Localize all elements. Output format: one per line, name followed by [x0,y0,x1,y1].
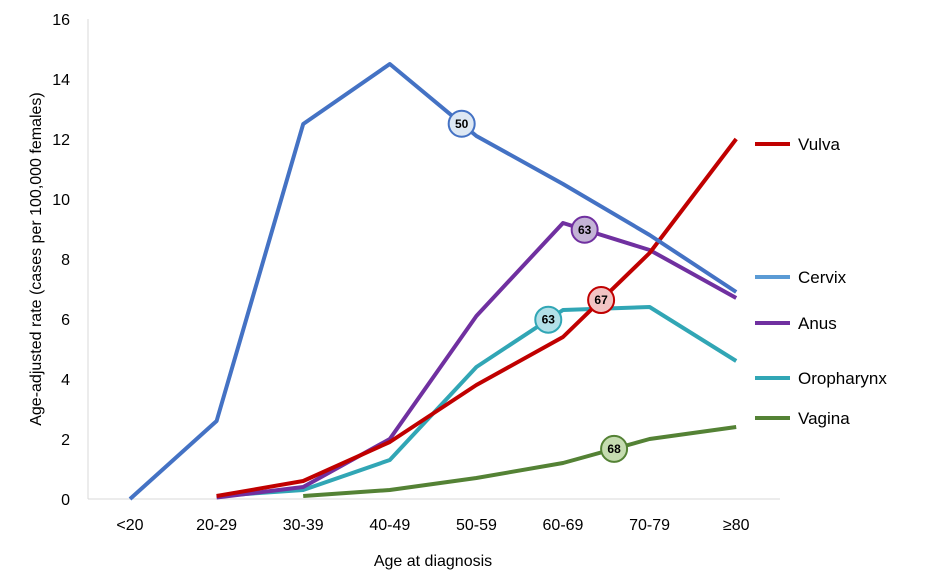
median-label: 63 [578,223,592,237]
median-marker [570,215,599,244]
y-tick-label: 16 [52,12,70,29]
series-line-vulva [216,137,738,498]
legend-label: Vagina [798,409,850,428]
legend-label: Vulva [798,135,840,154]
x-tick-label: 30-39 [283,517,324,534]
median-label: 68 [607,442,621,456]
series-line-vagina [303,425,737,498]
series-line-anus [216,221,738,500]
y-tick-label: 4 [61,372,70,389]
y-tick-label: 0 [61,492,70,509]
series-line-oropharynx [216,305,738,498]
legend-label: Oropharynx [798,369,887,388]
median-label: 67 [594,293,608,307]
y-axis-title: Age-adjusted rate (cases per 100,000 fem… [28,92,45,426]
legend-label: Cervix [798,268,847,287]
series-line-cervix [128,62,738,501]
x-tick-label: <20 [116,517,143,534]
y-tick-label: 8 [61,252,70,269]
x-tick-label: 50-59 [456,517,497,534]
x-tick-label: 60-69 [543,517,584,534]
y-tick-label: 12 [52,132,70,149]
y-tick-label: 10 [52,192,70,209]
y-tick-label: 6 [61,312,70,329]
x-tick-label: 70-79 [629,517,670,534]
y-tick-label: 14 [52,72,70,89]
median-marker [600,434,629,463]
median-marker [534,305,563,334]
median-marker [587,286,616,315]
median-marker [447,109,476,138]
x-tick-label: ≥80 [723,517,750,534]
x-tick-label: 40-49 [369,517,410,534]
median-label: 63 [542,313,556,327]
x-axis-title: Age at diagnosis [374,553,492,570]
legend-label: Anus [798,314,837,333]
x-tick-label: 20-29 [196,517,237,534]
y-tick-label: 2 [61,432,70,449]
median-label: 50 [455,117,469,131]
